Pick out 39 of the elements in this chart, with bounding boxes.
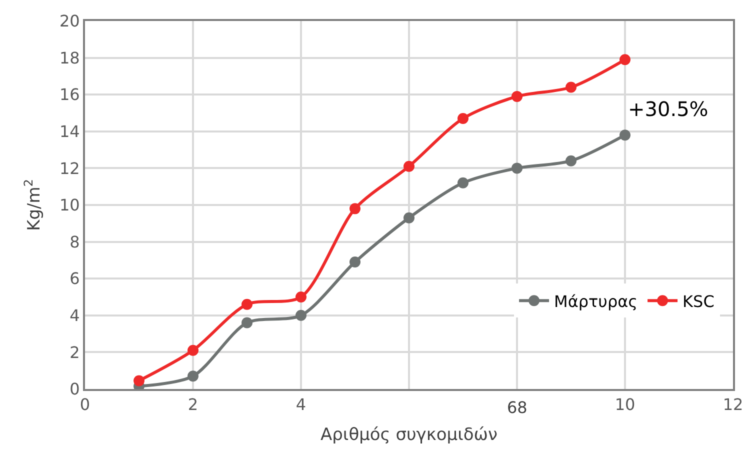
y-tick-label: 8	[70, 232, 80, 252]
legend-label: Μάρτυρας	[554, 292, 638, 311]
y-tick-label: 14	[59, 122, 80, 141]
point	[566, 155, 576, 166]
point	[242, 298, 252, 310]
y-tick-label: 16	[59, 85, 80, 104]
point	[458, 113, 468, 124]
point	[512, 90, 522, 102]
point	[350, 256, 360, 268]
x-axis-title: Αριθμός συγκομιδών	[320, 425, 498, 446]
point	[620, 130, 630, 141]
x-tick-label: 4	[296, 395, 306, 414]
point	[620, 54, 630, 66]
y-tick-label: 20	[59, 12, 80, 31]
y-tick-label: 18	[59, 48, 80, 68]
legend-label: KSC	[682, 292, 714, 311]
point	[188, 370, 198, 382]
text: 68	[507, 398, 528, 417]
point	[566, 82, 576, 93]
annotation: +30.5%	[628, 97, 708, 121]
x-tick-label: 12	[722, 395, 744, 414]
point	[134, 375, 144, 386]
y-tick-label: 4	[70, 306, 80, 325]
y-tick-label: 6	[70, 269, 80, 288]
point	[188, 344, 198, 356]
y-tick-label: 0	[70, 380, 80, 399]
point	[404, 160, 414, 172]
point	[404, 212, 414, 224]
y-tick-label: 12	[59, 158, 80, 178]
point	[296, 310, 306, 321]
y-tick-label: 10	[59, 196, 80, 215]
point	[296, 292, 306, 302]
y-tick-label: 2	[70, 342, 80, 362]
x-tick-label: 2	[188, 395, 198, 414]
point	[512, 162, 522, 174]
point	[350, 203, 360, 214]
point	[242, 317, 252, 328]
x-tick-label: 10	[614, 395, 636, 414]
point	[458, 177, 468, 188]
